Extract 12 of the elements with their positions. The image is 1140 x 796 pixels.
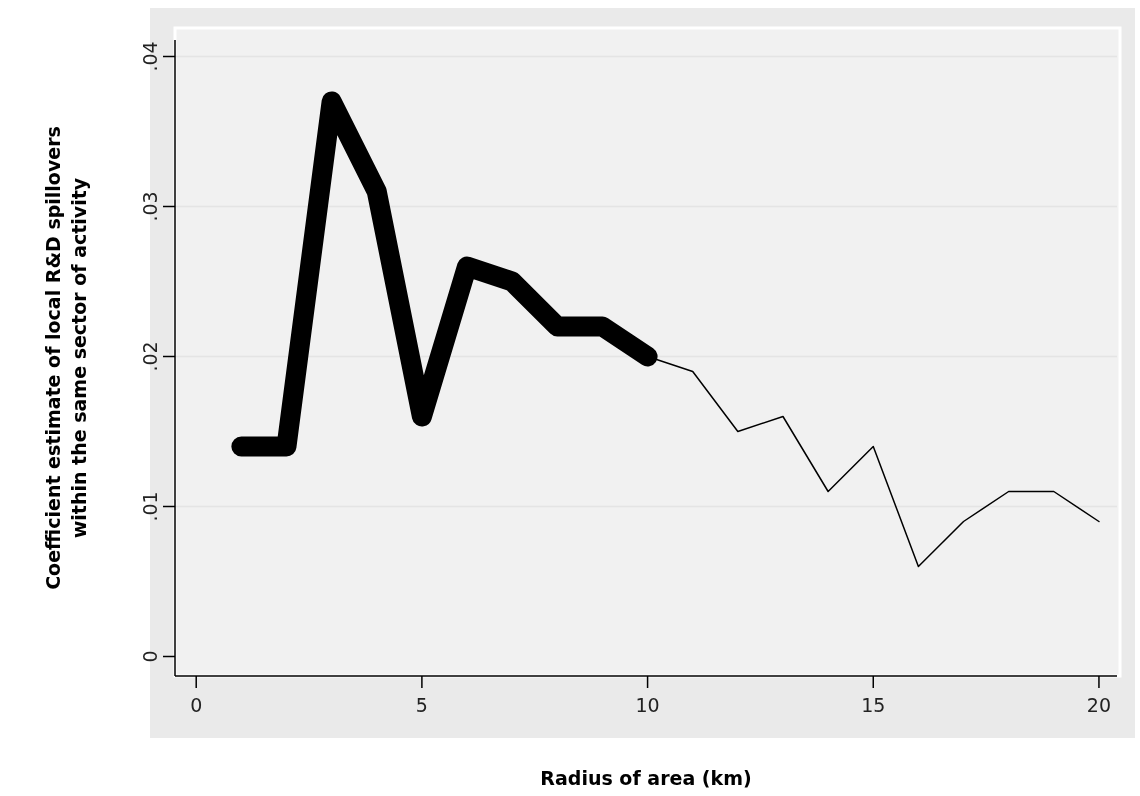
y-tick-label: 0 <box>139 650 161 663</box>
y-axis-title: Coefficient estimate of local R&D spillovers within the same sector of activity <box>42 126 90 590</box>
y-tick-label: .02 <box>139 341 161 372</box>
y-tick-label: .04 <box>139 41 161 72</box>
x-axis-title: Radius of area (km) <box>540 767 752 789</box>
x-tick-label: 5 <box>415 694 428 716</box>
y-tick-label: .03 <box>139 191 161 222</box>
x-tick-label: 10 <box>635 694 660 716</box>
x-tick-label: 15 <box>861 694 886 716</box>
x-tick-label: 20 <box>1086 694 1112 716</box>
x-tick-label: 0 <box>190 694 203 716</box>
y-tick-label: .01 <box>139 491 161 522</box>
